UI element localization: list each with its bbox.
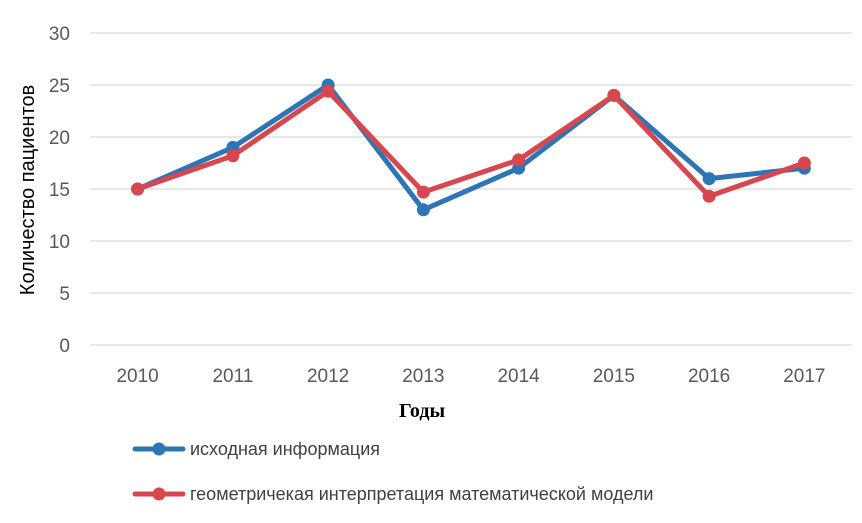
point-1-2 (321, 84, 335, 98)
legend-label-1: геометричекая интерпретация математическ… (190, 484, 653, 504)
series-1 (131, 84, 811, 203)
y-tick-labels: 0 5 10 15 20 25 30 (49, 24, 70, 357)
legend-marker-1 (152, 487, 166, 501)
point-1-3 (416, 185, 430, 199)
x-tick-label-0: 2010 (116, 366, 158, 387)
y-tick-label-2: 10 (49, 232, 70, 253)
point-1-4 (512, 153, 526, 167)
y-tick-label-1: 5 (59, 284, 70, 305)
x-axis-title: Годы (399, 400, 446, 422)
x-tick-labels: 2010 2011 2012 2013 2014 2015 2016 2017 (116, 366, 825, 387)
x-tick-label-4: 2014 (497, 366, 540, 387)
point-1-0 (131, 182, 145, 196)
point-0-6 (702, 172, 716, 186)
series-layer (131, 78, 811, 217)
y-tick-label-3: 15 (49, 180, 70, 201)
legend-item-1: геометричекая интерпретация математическ… (132, 484, 653, 504)
y-tick-label-5: 25 (49, 76, 70, 97)
y-tick-label-6: 30 (49, 24, 70, 45)
legend-label-0: исходная информация (190, 439, 380, 459)
y-axis-title: Количество пациентов (17, 85, 39, 295)
point-0-3 (416, 203, 430, 217)
x-tick-label-2: 2012 (307, 366, 349, 387)
x-tick-label-1: 2011 (212, 366, 253, 387)
legend: исходная информация геометричекая интерп… (132, 439, 653, 504)
x-tick-label-5: 2015 (593, 366, 635, 387)
legend-marker-0 (152, 442, 166, 456)
series-line-0 (135, 82, 807, 213)
point-1-1 (226, 149, 240, 163)
gridlines (90, 32, 852, 346)
series-line-1 (135, 88, 807, 199)
point-1-5 (607, 88, 621, 102)
point-1-6 (702, 189, 716, 203)
y-tick-label-4: 20 (49, 128, 70, 149)
point-1-7 (797, 156, 811, 170)
x-tick-label-7: 2017 (783, 366, 825, 387)
y-tick-label-0: 0 (59, 336, 70, 357)
x-tick-label-3: 2013 (402, 366, 444, 387)
x-tick-label-6: 2016 (688, 366, 730, 387)
legend-item-0: исходная информация (132, 439, 380, 459)
